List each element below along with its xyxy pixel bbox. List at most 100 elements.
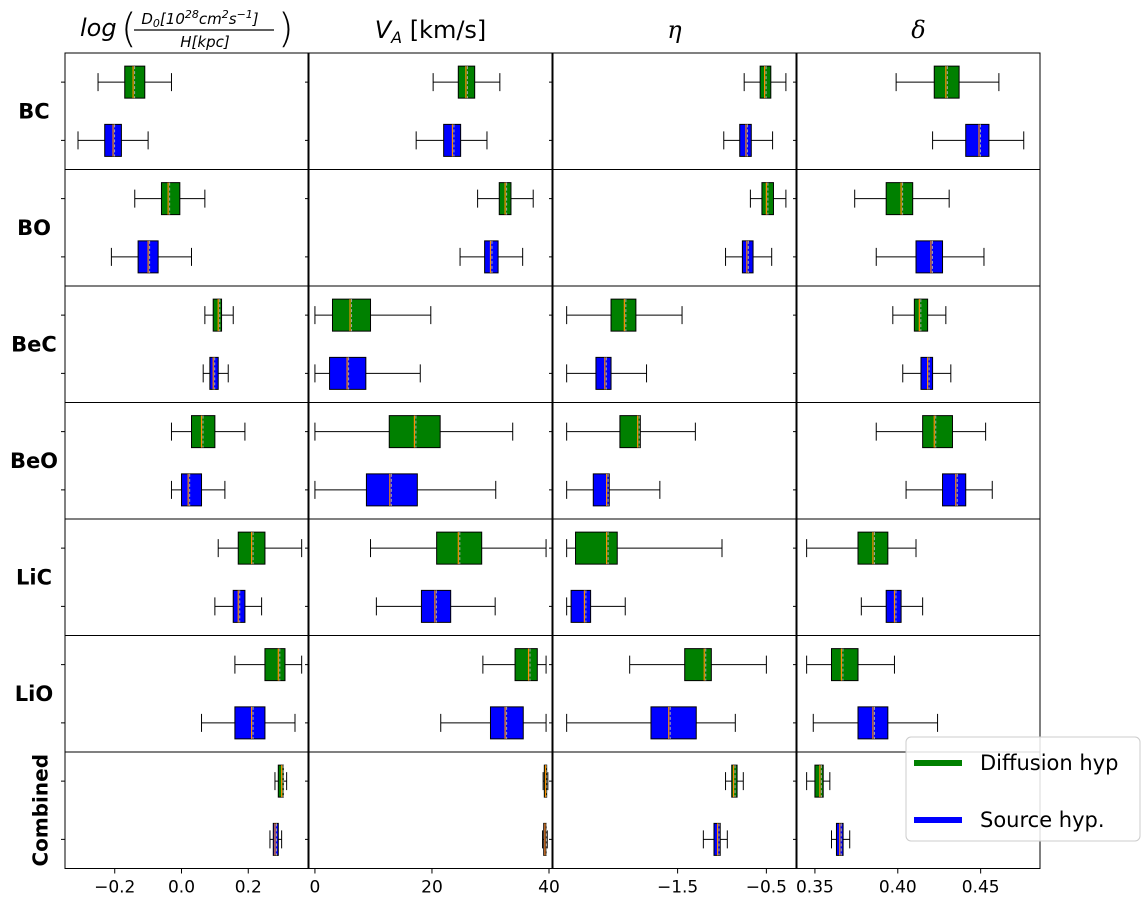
- panel-frame-combined-log: [64, 751, 309, 869]
- iqr-box: [650, 706, 697, 740]
- box-bo-va-diffusion: [477, 182, 534, 216]
- box-bec-eta-diffusion: [566, 298, 683, 332]
- box-beo-va-source: [314, 473, 497, 507]
- xtick-label-eta-1: −0.5: [746, 878, 787, 898]
- legend-label-source: Source hyp.: [980, 808, 1105, 832]
- box-bec-delta-diffusion: [892, 298, 947, 332]
- legend-box: [905, 736, 1141, 842]
- box-lic-log-source: [214, 589, 263, 623]
- iqr-box: [570, 589, 592, 623]
- xtick-label-log-1: 0.0: [168, 878, 195, 898]
- box-bec-va-source: [314, 356, 421, 390]
- row-label-bec: BeC: [11, 332, 57, 356]
- box-lic-log-diffusion: [217, 531, 303, 565]
- box-bc-delta-diffusion: [895, 65, 1000, 99]
- title-paren-open: (: [121, 6, 137, 52]
- box-lic-delta-diffusion: [806, 531, 917, 565]
- iqr-box: [759, 65, 772, 99]
- iqr-box: [595, 356, 612, 390]
- title-log-text: log: [80, 14, 117, 42]
- panel-frame-bc-delta: [796, 52, 1041, 170]
- panel-frame-bec-eta: [552, 285, 797, 403]
- column-title-delta: δ: [911, 16, 925, 44]
- xtick-label-delta-0: 0.35: [796, 878, 834, 898]
- box-bo-log-diffusion: [134, 182, 206, 216]
- box-lio-va-source: [440, 706, 547, 740]
- iqr-box: [920, 356, 934, 390]
- xtick-label-delta-2: 0.45: [962, 878, 1000, 898]
- box-bec-delta-source: [902, 356, 952, 390]
- xtick-label-va-1: 20: [421, 878, 443, 898]
- iqr-box: [277, 764, 284, 798]
- xtick-label-va-2: 40: [538, 878, 560, 898]
- xtick-label-log-2: 0.2: [235, 878, 262, 898]
- row-label-beo: BeO: [10, 449, 58, 473]
- iqr-box: [484, 240, 499, 274]
- panel-frame-bec-log: [64, 285, 309, 403]
- xtick-label-eta-0: −1.5: [657, 878, 698, 898]
- panel-frame-lic-delta: [796, 518, 1041, 636]
- box-beo-delta-source: [905, 473, 993, 507]
- iqr-box: [741, 240, 754, 274]
- box-combined-log-diffusion: [274, 764, 288, 798]
- box-bo-eta-diffusion: [749, 182, 787, 216]
- iqr-box: [731, 764, 738, 798]
- box-lio-delta-source: [812, 706, 939, 740]
- title-paren-close: ): [278, 6, 294, 52]
- box-lio-delta-diffusion: [806, 648, 895, 682]
- panel-frame-bo-eta: [552, 169, 797, 287]
- iqr-box: [212, 298, 223, 332]
- panel-frame-combined-va: [308, 751, 553, 869]
- box-bc-log-diffusion: [97, 65, 172, 99]
- box-bo-delta-source: [875, 240, 985, 274]
- iqr-box: [610, 298, 637, 332]
- iqr-box: [180, 473, 203, 507]
- panel-frame-bc-eta: [552, 52, 797, 170]
- iqr-box: [619, 415, 641, 449]
- box-lio-log-diffusion: [234, 648, 303, 682]
- iqr-box: [365, 473, 418, 507]
- xtick-label-log-0: −0.2: [94, 878, 135, 898]
- box-bec-log-source: [202, 356, 229, 390]
- box-beo-va-diffusion: [314, 415, 514, 449]
- legend-label-diffusion: Diffusion hyp: [980, 751, 1118, 775]
- panel-frame-bc-log: [64, 52, 309, 170]
- row-label-lic: LiC: [16, 565, 52, 589]
- iqr-box: [814, 764, 824, 798]
- box-combined-va-diffusion: [542, 764, 549, 798]
- panel-frame-beo-delta: [796, 402, 1041, 520]
- box-combined-log-source: [269, 822, 283, 856]
- iqr-box: [830, 648, 859, 682]
- iqr-box: [592, 473, 610, 507]
- box-beo-log-source: [170, 473, 226, 507]
- iqr-box: [272, 822, 279, 856]
- box-combined-va-source: [542, 822, 548, 856]
- row-label-bc: BC: [18, 99, 49, 123]
- iqr-box: [885, 182, 914, 216]
- iqr-box: [436, 531, 483, 565]
- box-bec-va-diffusion: [314, 298, 432, 332]
- xtick-label-delta-1: 0.40: [879, 878, 917, 898]
- iqr-box: [933, 65, 960, 99]
- panel-frame-bo-log: [64, 169, 309, 287]
- iqr-box: [264, 648, 286, 682]
- iqr-box: [942, 473, 967, 507]
- box-lic-eta-diffusion: [566, 531, 723, 565]
- panel-frame-combined-eta: [552, 751, 797, 869]
- box-bc-log-source: [77, 123, 149, 157]
- box-bec-eta-source: [566, 356, 648, 390]
- iqr-box: [922, 415, 953, 449]
- iqr-box: [234, 706, 266, 740]
- box-bo-delta-diffusion: [854, 182, 950, 216]
- box-combined-delta-diffusion: [806, 764, 831, 798]
- box-beo-log-diffusion: [170, 415, 246, 449]
- box-bc-eta-diffusion: [743, 65, 787, 99]
- panel-frame-bo-va: [308, 169, 553, 287]
- box-bo-va-source: [459, 240, 524, 274]
- title-denominator: H[kpc]: [180, 33, 230, 51]
- box-beo-eta-diffusion: [566, 415, 696, 449]
- box-combined-eta-source: [702, 822, 728, 856]
- box-lic-eta-source: [566, 589, 626, 623]
- box-beo-eta-source: [566, 473, 661, 507]
- box-bc-va-source: [415, 123, 488, 157]
